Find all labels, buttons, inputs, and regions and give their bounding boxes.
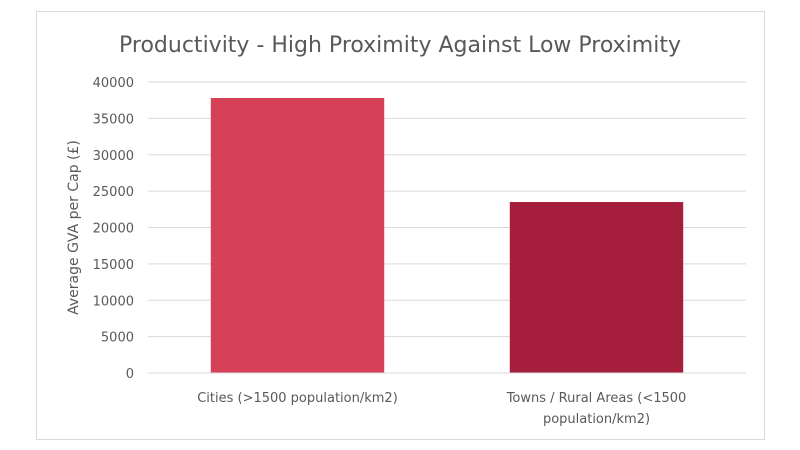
chart-title: Productivity - High Proximity Against Lo… [119, 33, 681, 58]
y-tick-label: 30000 [93, 149, 134, 164]
bar [509, 202, 684, 373]
y-tick-label: 10000 [93, 294, 134, 309]
y-axis-ticks: 0 5000 10000 15000 20000 25000 30000 35000 40000 [93, 76, 134, 382]
y-tick-label: 35000 [93, 112, 134, 127]
y-axis-label: Average GVA per Cap (£) [66, 140, 82, 315]
y-tick-label: 20000 [93, 222, 134, 237]
y-tick-label: 0 [126, 367, 134, 382]
x-category-label: Towns / Rural Areas (<1500 population/km2… [506, 391, 687, 427]
y-tick-label: 25000 [93, 185, 134, 200]
y-tick-label: 5000 [101, 331, 134, 346]
x-axis-categories: Cities (>1500 population/km2) Towns / Rur… [197, 391, 686, 427]
y-tick-label: 40000 [93, 76, 134, 91]
bars [210, 98, 684, 373]
bar [210, 98, 385, 373]
x-category-label: Cities (>1500 population/km2) [197, 391, 398, 406]
y-tick-label: 15000 [93, 258, 134, 273]
